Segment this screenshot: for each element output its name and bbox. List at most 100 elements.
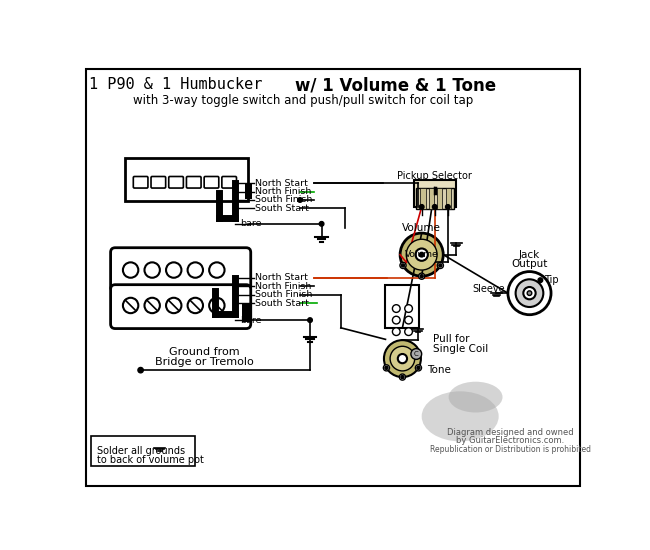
Text: to back of volume pot: to back of volume pot [97,455,203,465]
FancyBboxPatch shape [111,285,251,328]
Text: by GuitarElectronics.com.: by GuitarElectronics.com. [456,436,564,444]
Circle shape [437,262,443,268]
Ellipse shape [422,392,499,441]
Bar [125,158,248,201]
Circle shape [138,367,143,373]
Text: Ground from: Ground from [169,347,240,357]
Text: with 3-way toggle switch and push/pull switch for coil tap: with 3-way toggle switch and push/pull s… [133,94,473,107]
Circle shape [406,239,437,270]
Circle shape [419,252,424,257]
Circle shape [400,233,443,276]
Text: North Finish: North Finish [255,282,312,291]
Text: w/ 1 Volume & 1 Tone: w/ 1 Volume & 1 Tone [294,77,496,95]
Circle shape [411,349,422,359]
Circle shape [415,365,421,371]
Text: C: C [414,351,419,357]
Text: bare: bare [240,219,261,228]
Text: Output: Output [512,259,548,269]
Circle shape [307,318,313,322]
Circle shape [420,274,423,278]
Bar [244,184,252,199]
FancyBboxPatch shape [204,177,219,188]
Circle shape [384,340,421,377]
Circle shape [166,262,181,278]
Circle shape [188,298,203,313]
Bar [242,303,250,322]
Text: Solder all grounds: Solder all grounds [97,446,185,455]
Circle shape [398,354,407,363]
Circle shape [508,272,551,315]
Text: South Finish: South Finish [255,290,313,299]
Text: South Start: South Start [255,299,309,307]
Text: Republication or Distribution is prohibited: Republication or Distribution is prohibi… [430,445,591,454]
Circle shape [385,366,388,370]
Circle shape [405,305,413,312]
Circle shape [515,279,543,307]
FancyBboxPatch shape [187,177,201,188]
Circle shape [393,305,400,312]
Circle shape [188,262,203,278]
Bar [385,285,419,328]
Text: bare: bare [240,316,261,324]
Circle shape [123,262,138,278]
Bar [420,188,426,209]
Circle shape [166,298,181,313]
FancyBboxPatch shape [222,177,237,188]
Circle shape [144,262,160,278]
Circle shape [405,328,413,336]
Bar [90,436,194,466]
Circle shape [419,273,424,279]
Text: North Start: North Start [255,179,308,188]
Text: Sleeve: Sleeve [472,284,505,294]
Text: Volume: Volume [405,250,439,259]
Text: Single Coil: Single Coil [433,344,489,354]
Circle shape [439,264,442,267]
Circle shape [538,278,543,283]
Text: South Start: South Start [255,204,309,213]
Bar [437,188,443,209]
Circle shape [523,287,536,299]
Text: Tip: Tip [544,275,559,285]
Circle shape [209,262,224,278]
Bar [414,180,456,207]
Text: 1 P90 & 1 Humbucker: 1 P90 & 1 Humbucker [89,77,263,92]
Circle shape [527,291,532,295]
Circle shape [402,264,404,267]
Circle shape [419,205,424,209]
Circle shape [400,262,406,268]
Circle shape [123,298,138,313]
FancyBboxPatch shape [133,177,148,188]
Text: Volume: Volume [402,223,441,233]
Text: South Finish: South Finish [255,195,313,205]
Circle shape [144,298,160,313]
Text: Pickup Selector: Pickup Selector [397,171,472,181]
Circle shape [417,366,420,370]
Circle shape [405,316,413,324]
Circle shape [415,249,428,261]
Circle shape [319,222,324,226]
Circle shape [445,205,450,209]
Circle shape [209,298,224,313]
Bar [445,188,451,209]
Text: Bridge or Tremolo: Bridge or Tremolo [155,357,254,367]
Circle shape [432,205,437,209]
FancyBboxPatch shape [169,177,183,188]
FancyBboxPatch shape [151,177,166,188]
Circle shape [390,346,415,371]
Circle shape [298,197,302,202]
Text: Jack: Jack [519,250,540,260]
Text: Tone: Tone [427,365,451,375]
Circle shape [401,376,404,378]
Circle shape [393,316,400,324]
Circle shape [399,374,406,380]
FancyBboxPatch shape [111,248,251,292]
Bar [416,188,454,209]
Bar [428,188,434,209]
Text: North Finish: North Finish [255,187,312,196]
Text: North Start: North Start [255,273,308,282]
Circle shape [393,328,400,336]
Text: Diagram designed and owned: Diagram designed and owned [447,428,573,437]
Text: Pull for: Pull for [433,334,470,344]
Ellipse shape [448,382,502,412]
Circle shape [384,365,389,371]
